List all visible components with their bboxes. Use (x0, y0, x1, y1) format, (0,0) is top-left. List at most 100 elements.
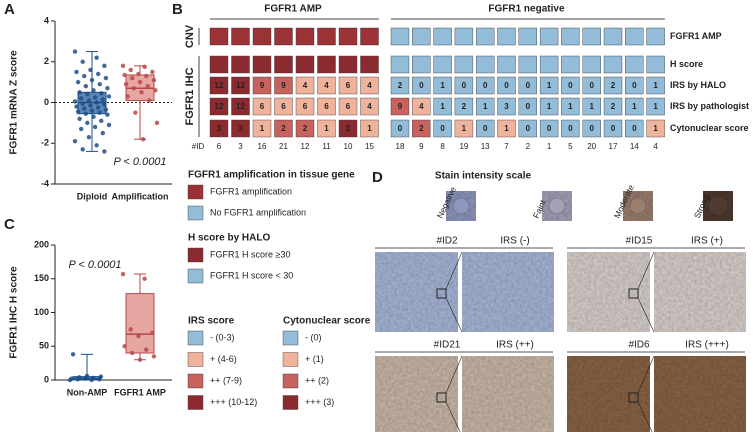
cell-value: 6 (346, 81, 351, 90)
heatmap-cell (625, 76, 644, 95)
heatmap-cell (252, 119, 272, 138)
data-point (139, 90, 144, 95)
data-point (125, 94, 130, 99)
heatmap-cell (497, 119, 516, 138)
heatmap-cell (317, 97, 336, 116)
micrograph (567, 252, 650, 332)
data-point (89, 77, 95, 83)
heatmap-cell (646, 55, 665, 74)
data-point (150, 330, 155, 335)
cell-value: 0 (462, 81, 467, 90)
panel-label: B (172, 1, 183, 18)
data-point (102, 63, 107, 69)
zoom-line (445, 401, 461, 432)
heatmap-cell (390, 55, 410, 74)
data-point (140, 136, 146, 142)
data-point (80, 101, 85, 106)
id-label: 1 (547, 142, 552, 151)
cell-value: 0 (568, 124, 573, 133)
heatmap-cell (252, 27, 272, 46)
heatmap-cell (390, 97, 410, 116)
data-point (85, 92, 90, 97)
heatmap-cell (274, 76, 293, 95)
data-point (77, 90, 82, 95)
legend-label: - (0) (305, 332, 322, 342)
legend-swatch (187, 247, 204, 263)
id-label: 20 (587, 142, 596, 151)
legend-label: + (1) (305, 354, 324, 364)
heatmap-cell (231, 119, 250, 138)
id-label: 11 (322, 142, 331, 151)
heatmap-cell (582, 55, 601, 74)
data-point (142, 276, 147, 281)
data-point (82, 106, 87, 111)
heatmap-cell (295, 55, 315, 74)
id-label: 5 (568, 142, 573, 151)
heatmap-cell (518, 55, 537, 74)
cell-value: 0 (611, 124, 616, 133)
data-point (122, 72, 127, 78)
data-point (82, 73, 87, 79)
data-point (120, 63, 126, 69)
zoom-line (445, 297, 463, 333)
heatmap-cell (317, 76, 336, 95)
cell-value: 0 (526, 124, 531, 133)
y-tick-label: -2 (41, 138, 49, 148)
heatmap-cell (454, 55, 474, 74)
data-point (103, 107, 109, 112)
legend-title: Cytonuclear score (283, 316, 371, 327)
data-point (84, 373, 90, 379)
heatmap-cell (317, 27, 336, 46)
data-point (88, 67, 93, 73)
heatmap-cell (539, 55, 559, 74)
cell-value: 6 (303, 102, 308, 111)
heatmap-cell (625, 119, 644, 138)
id-label: 7 (504, 142, 509, 151)
data-point (106, 122, 112, 128)
cell-value: 1 (653, 81, 658, 90)
heatmap-cell (338, 76, 358, 95)
data-point (136, 333, 141, 339)
data-point (102, 149, 107, 154)
data-point (122, 344, 127, 349)
id-label: 17 (609, 142, 618, 151)
heatmap-cell (497, 97, 516, 116)
cell-value: 4 (303, 81, 308, 90)
section-label: FGFR1 IHC (184, 67, 196, 125)
heatmap-cell (603, 119, 623, 138)
id-label: 15 (365, 142, 374, 151)
cell-value: 1 (653, 124, 658, 133)
data-point (80, 59, 85, 64)
cell-value: 0 (568, 81, 573, 90)
heatmap-cell (454, 97, 474, 116)
cell-value: 12 (236, 81, 245, 90)
cell-value: 1 (653, 102, 658, 111)
data-point (154, 120, 160, 126)
cell-value: 2 (611, 102, 616, 111)
id-label: 9 (419, 142, 424, 151)
data-point (105, 86, 110, 91)
data-point (77, 116, 82, 122)
data-point (70, 352, 76, 357)
heatmap-cell (390, 76, 410, 95)
data-point (80, 147, 85, 152)
y-axis-label: FGFR1 mRNA Z score (9, 50, 20, 155)
zoom-line (445, 355, 463, 394)
cell-value: 2 (611, 81, 616, 90)
cell-value: 1 (483, 102, 488, 111)
heatmap-cell (476, 55, 495, 74)
data-point (86, 98, 92, 103)
micrograph (567, 356, 650, 432)
data-point (94, 55, 99, 60)
data-point (100, 130, 106, 136)
cell-value: 0 (483, 81, 488, 90)
heatmap-cell (561, 55, 580, 74)
cell-value: 0 (440, 124, 445, 133)
data-point (143, 347, 149, 352)
cell-value: 0 (398, 124, 403, 133)
row-label: FGFR1 AMP (670, 31, 722, 41)
y-tick-label: 0 (44, 374, 49, 384)
heatmap-cell (539, 119, 559, 138)
heatmap-cell (497, 76, 516, 95)
